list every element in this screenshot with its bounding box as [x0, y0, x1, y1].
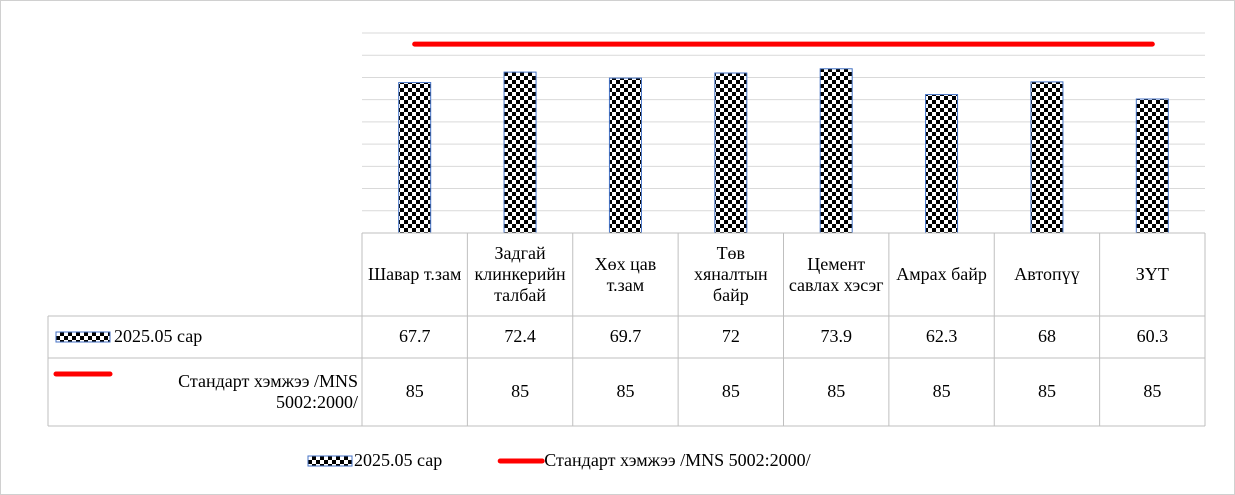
row-header-box: Стандарт хэмжээ /MNS 5002:2000/	[178, 371, 358, 412]
category-label-box: Шавар т.зам	[367, 264, 462, 284]
category-label: Автопүү	[1014, 264, 1080, 284]
category-label-box: Хөх цав т.зам	[594, 253, 657, 295]
row-header: 2025.05 сар	[114, 326, 202, 346]
table-value: 72.4	[504, 326, 536, 346]
category-label: Төв хяналтын байр	[693, 243, 768, 305]
table-value: 85	[616, 381, 634, 401]
table-value: 85	[827, 381, 845, 401]
table-value: 85	[406, 381, 424, 401]
bar	[1030, 81, 1064, 234]
legend-label: 2025.05 сар	[354, 450, 442, 470]
table-value: 60.3	[1137, 326, 1169, 346]
category-label: Шавар т.зам	[367, 264, 462, 284]
bar	[1135, 98, 1169, 234]
category-label-box: Төв хяналтын байр	[693, 243, 768, 305]
category-label-box: Цемент савлах хэсэг	[788, 253, 884, 295]
table-value: 73.9	[820, 326, 852, 346]
category-label: ЗҮТ	[1135, 264, 1169, 284]
bar	[608, 77, 642, 234]
category-label: Задгай клинкерийн талбай	[474, 243, 566, 305]
table-value: 85	[511, 381, 529, 401]
category-label: Цемент савлах хэсэг	[788, 253, 884, 295]
bar	[503, 71, 537, 234]
bar	[398, 82, 432, 234]
category-label: Амрах байр	[896, 264, 987, 284]
table-value: 85	[1143, 381, 1161, 401]
category-label-box: Амрах байр	[896, 264, 987, 284]
bar	[819, 68, 853, 234]
table-value: 85	[722, 381, 740, 401]
table-value: 67.7	[399, 326, 431, 346]
table-value: 68	[1038, 326, 1056, 346]
table-value: 62.3	[926, 326, 958, 346]
legend-swatch	[307, 455, 353, 467]
bar	[925, 94, 959, 234]
category-label: Хөх цав т.зам	[594, 253, 657, 295]
bar	[714, 72, 748, 234]
table-value: 85	[1038, 381, 1056, 401]
legend-swatch	[55, 331, 111, 343]
table-value: 85	[933, 381, 951, 401]
table-value: 72	[722, 326, 740, 346]
category-label-box: Задгай клинкерийн талбай	[474, 243, 566, 305]
table-value: 69.7	[610, 326, 642, 346]
row-header: Стандарт хэмжээ /MNS 5002:2000/	[178, 371, 358, 412]
legend-label: Стандарт хэмжээ /MNS 5002:2000/	[544, 450, 810, 470]
category-label-box: Автопүү	[1014, 264, 1080, 284]
category-label-box: ЗҮТ	[1135, 264, 1169, 284]
